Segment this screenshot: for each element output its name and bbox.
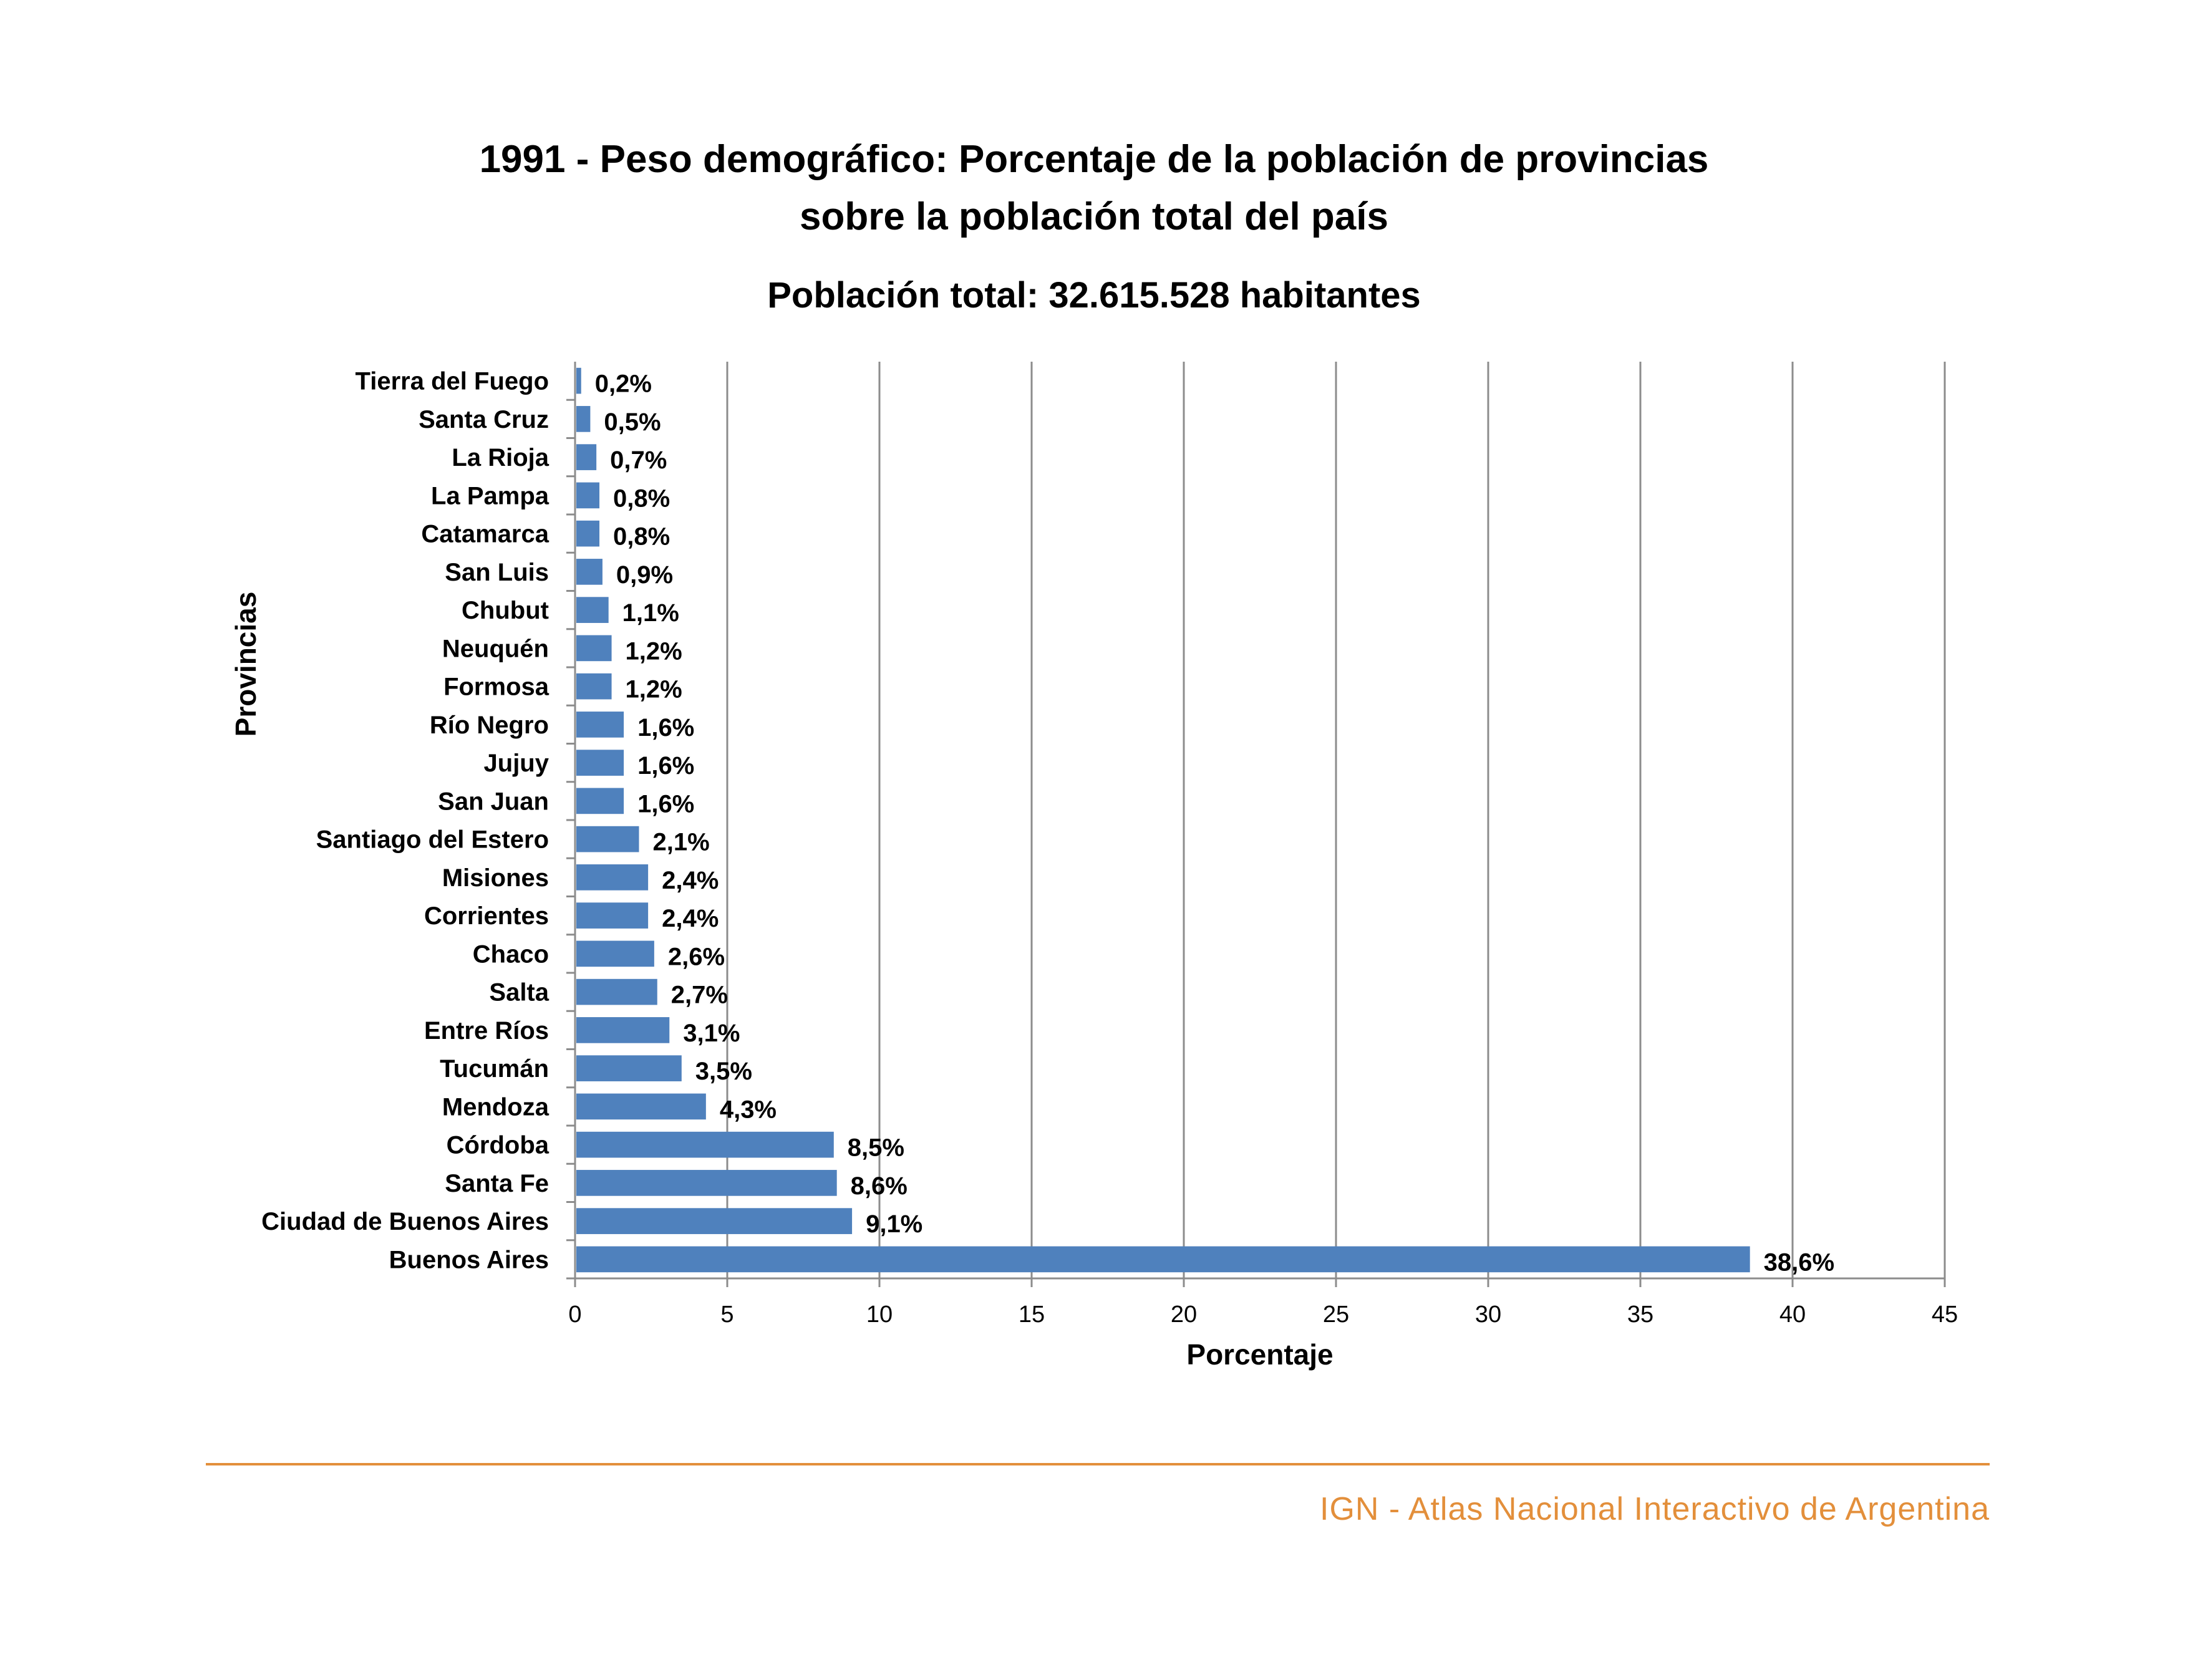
- data-label: 38,6%: [1764, 1248, 1834, 1276]
- bar: [576, 1170, 837, 1196]
- bar: [576, 978, 657, 1005]
- footer-credit: IGN - Atlas Nacional Interactivo de Arge…: [1320, 1491, 1990, 1527]
- category-label: La Rioja: [452, 444, 549, 471]
- bar: [576, 1093, 706, 1120]
- bar: [576, 444, 597, 470]
- bar: [576, 1208, 853, 1234]
- category-label: Tucumán: [440, 1055, 549, 1083]
- bar: [576, 750, 624, 776]
- x-tick-label: 40: [1779, 1301, 1806, 1328]
- bar: [576, 673, 612, 700]
- category-label: La Pampa: [431, 482, 549, 509]
- data-label: 4,3%: [720, 1096, 777, 1123]
- category-label: Salta: [489, 979, 549, 1007]
- data-label: 3,1%: [683, 1020, 740, 1047]
- category-label: Ciudad de Buenos Aires: [261, 1208, 549, 1235]
- bar-chart: Tierra del Fuego 0,2% Santa Cruz 0,5% La Rio…: [230, 362, 1958, 1371]
- x-tick-label: 35: [1627, 1301, 1653, 1328]
- data-label: 1,2%: [626, 676, 682, 703]
- x-tick-label: 0: [568, 1301, 581, 1328]
- data-label: 0,5%: [604, 408, 661, 436]
- bar: [576, 1055, 682, 1081]
- category-label: San Juan: [438, 788, 549, 815]
- category-label: Misiones: [442, 864, 549, 892]
- data-label: 1,1%: [622, 599, 679, 627]
- x-tick-label: 25: [1323, 1301, 1349, 1328]
- category-label: Santiago del Estero: [316, 826, 549, 854]
- x-tick-label: 5: [720, 1301, 733, 1328]
- data-label: 0,8%: [613, 523, 670, 551]
- category-label: Mendoza: [442, 1093, 549, 1121]
- data-label: 0,2%: [595, 370, 652, 398]
- axis-layer: 0 5 10 15 20 25 30 35 40 45 Porcentaje Provincias: [230, 362, 1958, 1371]
- category-label: Chubut: [462, 597, 549, 624]
- category-label: Jujuy: [484, 750, 549, 777]
- x-axis-title: Porcentaje: [1186, 1338, 1333, 1371]
- data-label: 2,1%: [652, 829, 709, 856]
- data-label: 0,7%: [610, 447, 667, 474]
- category-label: Entre Ríos: [424, 1017, 549, 1045]
- bar: [576, 635, 612, 662]
- data-label: 2,7%: [671, 982, 728, 1009]
- chart-subtitle: Población total: 32.615.528 habitantes: [767, 275, 1421, 316]
- bar: [576, 482, 600, 509]
- category-label: San Luis: [445, 559, 549, 586]
- chart-title-line1: 1991 - Peso demográfico: Porcentaje de l…: [479, 138, 1709, 181]
- category-label: Córdoba: [447, 1132, 549, 1159]
- chart-title-line2: sobre la población total del país: [800, 195, 1388, 238]
- category-label: Formosa: [443, 673, 549, 701]
- bar: [576, 902, 649, 929]
- bar: [576, 406, 591, 432]
- category-label: Buenos Aires: [389, 1246, 549, 1273]
- bar: [576, 1131, 834, 1158]
- data-label: 0,9%: [616, 561, 673, 589]
- data-label: 8,5%: [848, 1134, 904, 1162]
- data-label: 8,6%: [851, 1172, 908, 1200]
- x-tick-label: 30: [1475, 1301, 1501, 1328]
- category-label: Santa Cruz: [419, 406, 549, 433]
- category-label: Tierra del Fuego: [356, 368, 549, 395]
- bar: [576, 367, 581, 394]
- x-tick-label: 45: [1932, 1301, 1958, 1328]
- y-axis-title: Provincias: [230, 592, 262, 737]
- category-label: Santa Fe: [445, 1170, 549, 1197]
- bar: [576, 864, 649, 891]
- data-label: 1,6%: [637, 714, 694, 741]
- bar: [576, 597, 609, 623]
- chart-title: 1991 - Peso demográfico: Porcentaje de l…: [0, 131, 2188, 246]
- x-tick-label: 20: [1171, 1301, 1197, 1328]
- bar-layer: [576, 367, 1750, 1273]
- data-label: 0,8%: [613, 485, 670, 512]
- category-label: Neuquén: [442, 635, 549, 662]
- data-label: 1,6%: [637, 790, 694, 818]
- x-tick-label: 10: [866, 1301, 893, 1328]
- bar: [576, 520, 600, 547]
- category-label: Chaco: [473, 940, 549, 968]
- bar: [576, 559, 603, 585]
- data-label: 9,1%: [866, 1210, 922, 1238]
- bar: [576, 1017, 670, 1043]
- bar: [576, 1246, 1750, 1273]
- bar: [576, 712, 624, 738]
- footer-divider: [206, 1463, 1990, 1465]
- data-label: 2,6%: [668, 943, 725, 970]
- data-label: 2,4%: [662, 905, 719, 932]
- bar: [576, 826, 639, 852]
- data-label: 1,6%: [637, 752, 694, 780]
- category-label: Corrientes: [424, 902, 549, 930]
- category-label: Catamarca: [421, 521, 549, 548]
- data-label: 2,4%: [662, 867, 719, 894]
- data-label: 1,2%: [626, 637, 682, 665]
- category-label: Río Negro: [430, 712, 549, 739]
- bar: [576, 940, 654, 967]
- grid-layer: [726, 362, 1946, 1278]
- data-label: 3,5%: [695, 1058, 752, 1085]
- x-tick-label: 15: [1019, 1301, 1045, 1328]
- bar: [576, 788, 624, 814]
- label-layer: Tierra del Fuego 0,2% Santa Cruz 0,5% La Rio…: [261, 368, 1834, 1277]
